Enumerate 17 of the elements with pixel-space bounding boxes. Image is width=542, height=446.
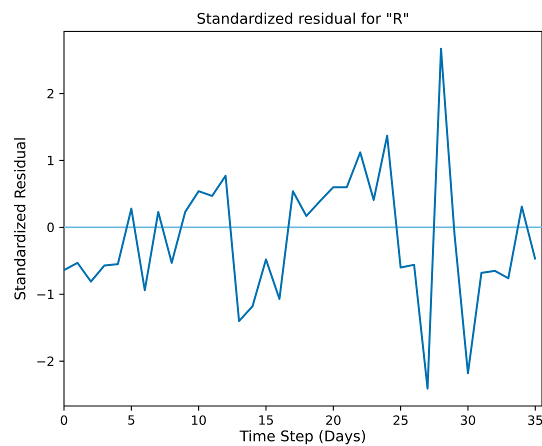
x-tick-label: 5 bbox=[128, 415, 134, 425]
y-tick-label: 2 bbox=[47, 88, 54, 98]
x-tick-label: 35 bbox=[528, 415, 542, 425]
y-tick-label: 0 bbox=[47, 222, 54, 232]
x-tick-label: 25 bbox=[393, 415, 408, 425]
y-tick-label: 1 bbox=[48, 156, 54, 166]
x-tick-label: 0 bbox=[60, 415, 68, 425]
y-axis-title: Standardized Residual bbox=[14, 138, 26, 300]
line-series bbox=[64, 48, 536, 390]
y-tick-label: −1 bbox=[37, 290, 54, 299]
y-tick-label: −2 bbox=[37, 356, 54, 366]
chart-title: Standardized residual for "R" bbox=[198, 12, 408, 24]
x-tick-label: 30 bbox=[460, 415, 476, 425]
x-axis-title: Time Step (Days) bbox=[240, 430, 366, 444]
x-tick-label: 15 bbox=[259, 415, 273, 425]
x-tick-label: 10 bbox=[192, 415, 206, 425]
x-tick-label: 20 bbox=[326, 415, 341, 425]
